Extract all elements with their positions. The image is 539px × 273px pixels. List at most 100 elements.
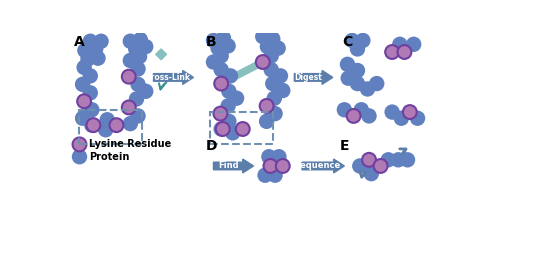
Circle shape [77, 94, 91, 108]
Circle shape [260, 99, 273, 113]
Circle shape [128, 41, 143, 57]
FancyArrow shape [294, 70, 333, 84]
Circle shape [84, 102, 100, 117]
Circle shape [369, 76, 384, 91]
Circle shape [86, 118, 100, 132]
Text: Digest: Digest [294, 73, 322, 82]
Text: Find: Find [218, 161, 238, 170]
Circle shape [122, 116, 138, 131]
FancyBboxPatch shape [368, 157, 382, 169]
Circle shape [271, 149, 287, 164]
Circle shape [220, 98, 236, 114]
Circle shape [77, 60, 92, 75]
Circle shape [255, 29, 271, 44]
Circle shape [267, 106, 283, 121]
Circle shape [109, 118, 123, 132]
Circle shape [264, 62, 279, 78]
Circle shape [122, 53, 138, 68]
Circle shape [221, 84, 237, 99]
Circle shape [98, 122, 113, 138]
Circle shape [265, 31, 280, 47]
FancyArrow shape [154, 70, 194, 84]
Circle shape [259, 114, 274, 129]
Circle shape [275, 83, 291, 98]
Circle shape [138, 84, 154, 99]
Circle shape [225, 125, 240, 141]
FancyBboxPatch shape [271, 163, 283, 169]
Circle shape [132, 49, 147, 64]
Text: A: A [74, 35, 85, 49]
Circle shape [72, 149, 87, 164]
Circle shape [410, 111, 425, 126]
Circle shape [77, 43, 93, 58]
Circle shape [350, 41, 365, 57]
Circle shape [406, 37, 421, 52]
Text: Cross-Link: Cross-Link [146, 73, 191, 82]
Circle shape [256, 55, 270, 69]
Polygon shape [156, 49, 167, 60]
Circle shape [264, 48, 279, 64]
Circle shape [258, 168, 273, 183]
Circle shape [403, 105, 417, 119]
Circle shape [267, 168, 283, 183]
Circle shape [220, 38, 236, 54]
Circle shape [129, 91, 144, 107]
Circle shape [381, 152, 396, 168]
Circle shape [393, 111, 409, 126]
Circle shape [261, 149, 277, 164]
Circle shape [75, 111, 91, 126]
Circle shape [80, 51, 96, 67]
Text: D: D [206, 139, 217, 153]
Circle shape [264, 159, 278, 173]
Circle shape [344, 33, 360, 48]
Circle shape [340, 57, 355, 72]
Text: Protein: Protein [89, 152, 129, 162]
FancyBboxPatch shape [223, 126, 243, 132]
Text: E: E [340, 139, 349, 153]
Circle shape [361, 108, 377, 124]
Circle shape [213, 48, 229, 64]
Circle shape [73, 138, 86, 151]
Circle shape [391, 152, 406, 168]
Circle shape [385, 45, 399, 59]
Circle shape [223, 68, 238, 84]
Circle shape [75, 77, 91, 92]
Circle shape [221, 114, 237, 129]
Circle shape [206, 33, 221, 48]
Text: B: B [206, 35, 216, 49]
Circle shape [122, 70, 136, 84]
Circle shape [213, 107, 227, 121]
Circle shape [138, 39, 154, 54]
Circle shape [341, 70, 356, 86]
Circle shape [400, 152, 415, 168]
Circle shape [122, 34, 138, 49]
Circle shape [352, 158, 368, 174]
Circle shape [273, 68, 288, 84]
Circle shape [350, 63, 365, 78]
Circle shape [122, 100, 136, 114]
Circle shape [88, 41, 103, 57]
Circle shape [374, 159, 388, 173]
Circle shape [130, 108, 146, 124]
Circle shape [133, 32, 148, 48]
Circle shape [229, 91, 244, 106]
Circle shape [347, 109, 361, 123]
Circle shape [271, 40, 286, 56]
Text: Lysine Residue: Lysine Residue [89, 140, 171, 149]
Circle shape [210, 40, 226, 56]
Circle shape [100, 112, 115, 127]
Circle shape [82, 85, 98, 100]
FancyArrow shape [213, 159, 253, 173]
Circle shape [384, 104, 400, 120]
FancyArrow shape [302, 159, 344, 173]
Circle shape [276, 159, 290, 173]
Circle shape [350, 76, 365, 91]
Circle shape [84, 117, 100, 133]
Circle shape [206, 54, 221, 70]
Circle shape [354, 102, 369, 117]
Circle shape [267, 91, 282, 106]
FancyBboxPatch shape [392, 49, 404, 55]
Circle shape [216, 31, 231, 46]
Circle shape [130, 77, 146, 92]
Text: Sequence: Sequence [295, 161, 341, 170]
